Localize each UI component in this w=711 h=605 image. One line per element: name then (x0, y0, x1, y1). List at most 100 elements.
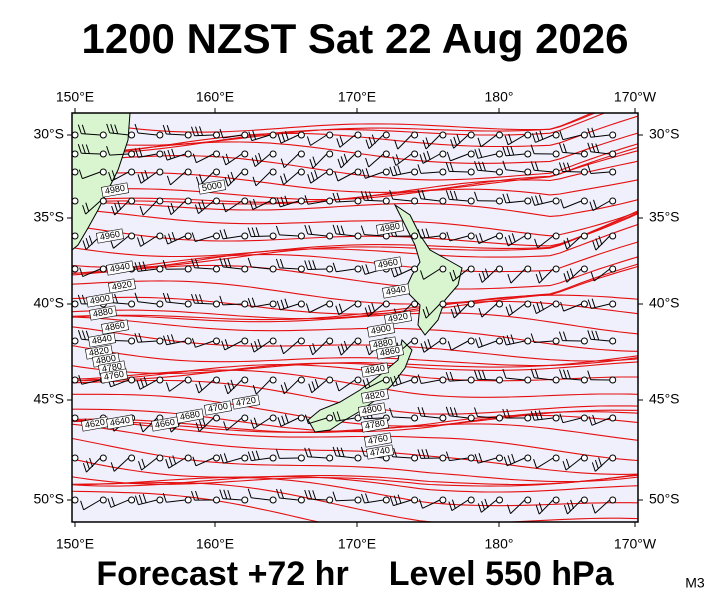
station-circle (327, 151, 333, 157)
station-circle (553, 338, 559, 344)
lat-label-left: 30°S (33, 126, 64, 142)
station-circle (72, 301, 78, 307)
station-circle (129, 497, 135, 503)
station-circle (497, 233, 503, 239)
station-circle (214, 455, 220, 461)
station-circle (553, 233, 559, 239)
station-circle (157, 198, 163, 204)
station-circle (100, 497, 106, 503)
station-circle (270, 497, 276, 503)
station-circle (327, 301, 333, 307)
barb-feather (54, 372, 57, 381)
barb-staff (53, 172, 72, 176)
station-circle (157, 377, 163, 383)
station-circle (355, 169, 361, 175)
station-circle (355, 151, 361, 157)
station-circle (100, 169, 106, 175)
station-circle (100, 132, 106, 138)
station-circle (185, 233, 191, 239)
station-circle (298, 455, 304, 461)
barb-feather (60, 266, 63, 275)
station-circle (497, 151, 503, 157)
lat-label-right: 30°S (649, 126, 680, 142)
station-circle (610, 198, 616, 204)
station-circle (610, 301, 616, 307)
station-circle (412, 377, 418, 383)
station-circle (214, 415, 220, 421)
station-circle (270, 338, 276, 344)
station-circle (129, 377, 135, 383)
lat-label-right: 45°S (649, 391, 680, 407)
station-circle (298, 377, 304, 383)
station-circle (129, 301, 135, 307)
station-circle (581, 233, 587, 239)
station-circle (525, 377, 531, 383)
station-circle (412, 301, 418, 307)
station-circle (298, 233, 304, 239)
station-circle (72, 497, 78, 503)
station-circle (214, 233, 220, 239)
station-circle (468, 455, 474, 461)
barb-feather (55, 463, 58, 472)
station-circle (214, 266, 220, 272)
station-circle (581, 132, 587, 138)
station-circle (355, 301, 361, 307)
station-circle (440, 151, 446, 157)
station-circle (553, 266, 559, 272)
barb-staff (195, 135, 214, 136)
station-circle (129, 338, 135, 344)
station-circle (497, 497, 503, 503)
station-circle (270, 266, 276, 272)
lat-label-left: 50°S (33, 491, 64, 507)
station-circle (214, 169, 220, 175)
station-circle (581, 301, 587, 307)
station-circle (157, 455, 163, 461)
station-circle (327, 233, 333, 239)
station-circle (355, 338, 361, 344)
station-circle (553, 132, 559, 138)
station-circle (553, 497, 559, 503)
station-circle (355, 132, 361, 138)
station-circle (185, 169, 191, 175)
lat-label-left: 35°S (33, 209, 64, 225)
barb-staff (53, 152, 72, 154)
barb-feather (55, 241, 58, 250)
station-circle (327, 415, 333, 421)
station-circle (525, 415, 531, 421)
lon-label-top: 150°E (56, 89, 94, 105)
station-circle (327, 266, 333, 272)
lat-label-right: 40°S (649, 295, 680, 311)
station-circle (327, 338, 333, 344)
level: Level 550 hPa (389, 555, 615, 593)
station-circle (581, 169, 587, 175)
station-circle (355, 377, 361, 383)
station-circle (440, 338, 446, 344)
station-circle (440, 377, 446, 383)
station-circle (185, 132, 191, 138)
station-circle (468, 169, 474, 175)
station-circle (157, 151, 163, 157)
station-circle (440, 497, 446, 503)
station-circle (553, 151, 559, 157)
model-code: M3 (685, 575, 705, 591)
station-circle (440, 198, 446, 204)
station-circle (468, 377, 474, 383)
station-circle (412, 233, 418, 239)
barb-staff (58, 458, 72, 472)
station-circle (581, 151, 587, 157)
station-circle (383, 132, 389, 138)
station-circle (355, 198, 361, 204)
station-circle (270, 301, 276, 307)
station-circle (270, 132, 276, 138)
station-circle (129, 169, 135, 175)
station-circle (157, 132, 163, 138)
station-circle (581, 266, 587, 272)
lon-label-bottom: 170°W (614, 536, 657, 552)
station-circle (553, 377, 559, 383)
station-circle (214, 132, 220, 138)
station-circle (553, 169, 559, 175)
station-circle (242, 233, 248, 239)
station-circle (157, 497, 163, 503)
station-circle (553, 198, 559, 204)
